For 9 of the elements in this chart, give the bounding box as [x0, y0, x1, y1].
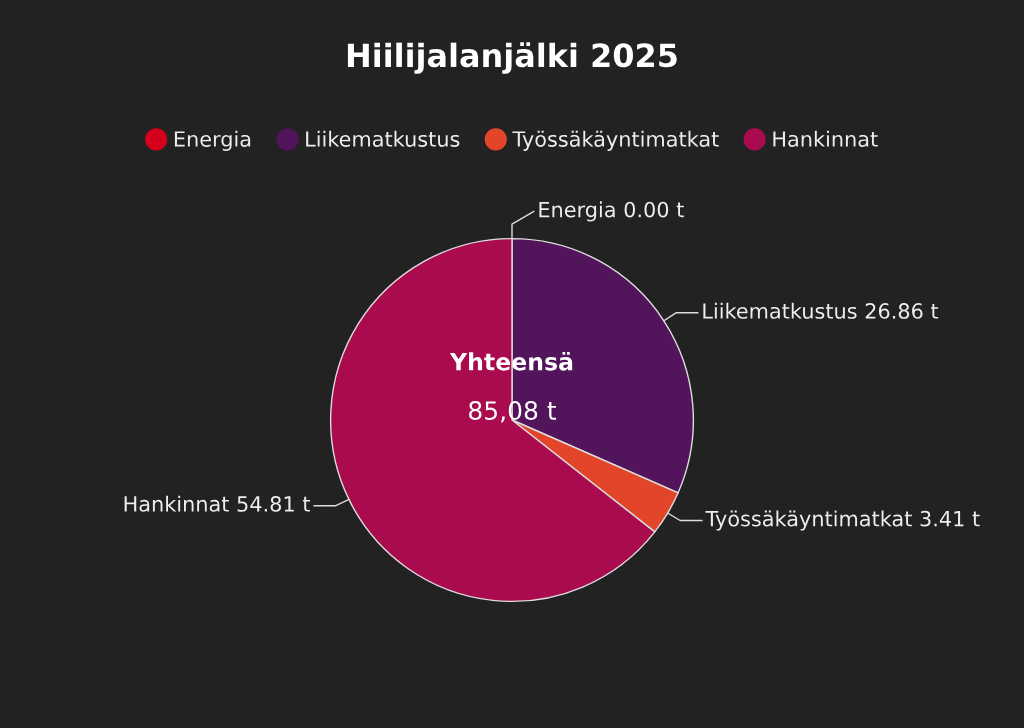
legend-label: Liikematkustus	[306, 130, 460, 147]
category-label: Hankinnat 54.81 t	[124, 495, 310, 512]
legend-label: Hankinnat	[773, 130, 878, 147]
category-label: Työssäkäyntimatkat 3.41 t	[705, 510, 980, 531]
category-label: Energia 0.00 t	[539, 201, 684, 222]
chart-title: Hiilijalanjälki 2025	[347, 42, 677, 74]
category-label: Liikematkustus 26.86 t	[703, 302, 939, 319]
legend-label: Työssäkäyntimatkat	[512, 130, 719, 151]
legend-label: Energia	[174, 130, 251, 151]
